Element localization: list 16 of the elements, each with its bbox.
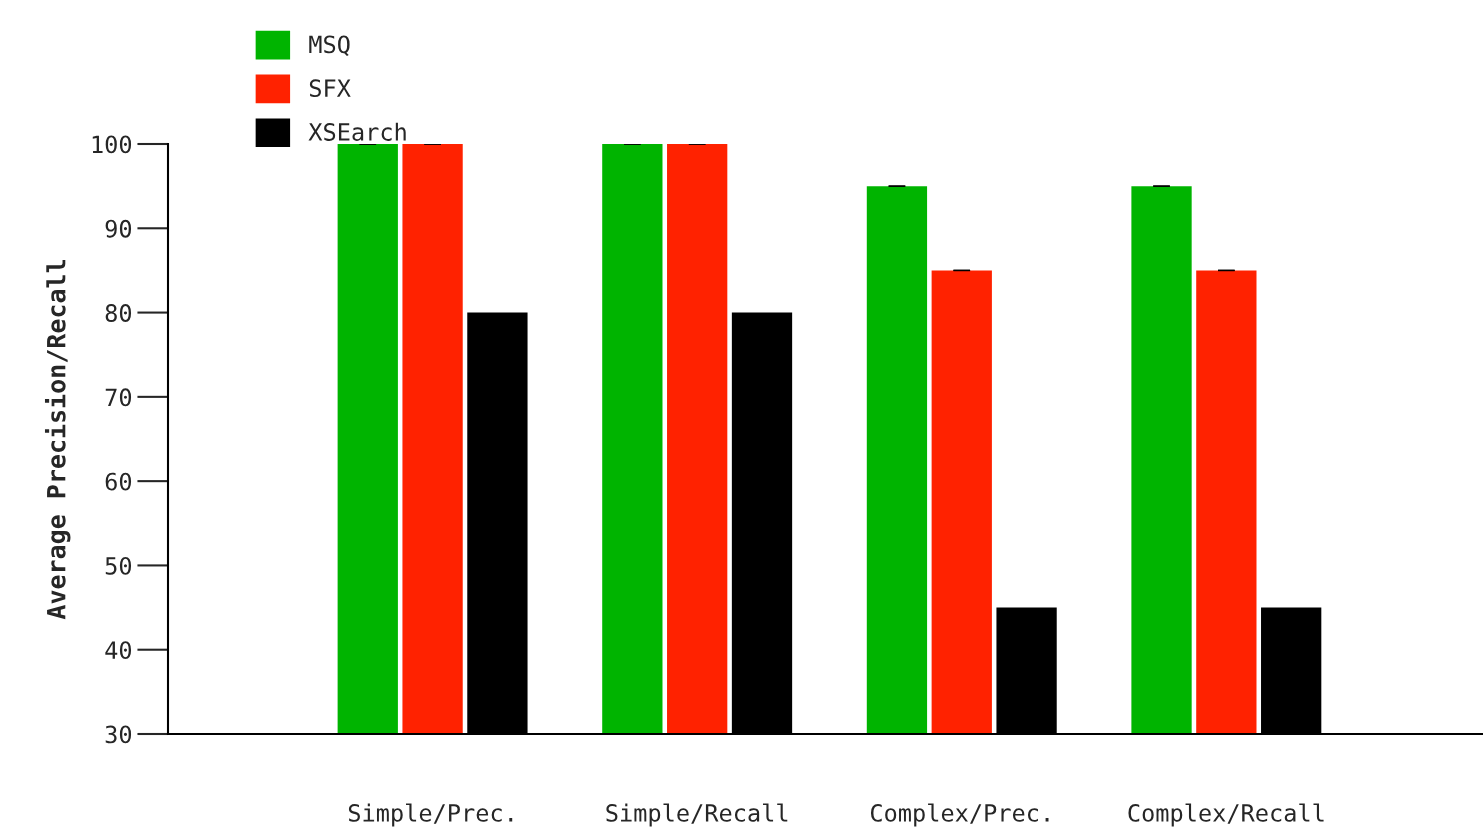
y-tick-label: 30 bbox=[105, 725, 132, 744]
y-tick-label: 70 bbox=[105, 388, 132, 407]
y-tick-label: 90 bbox=[105, 219, 132, 238]
y-tick-label: 50 bbox=[105, 556, 132, 575]
y-tick-label: 100 bbox=[92, 135, 132, 154]
x-tick-label: Complex/Recall bbox=[1128, 803, 1324, 827]
y-tick-label: 60 bbox=[105, 472, 132, 491]
y-tick-label: 40 bbox=[105, 641, 132, 660]
y-axis-title: Average Precision/Recall bbox=[44, 260, 71, 620]
legend-label: XSEarch bbox=[308, 122, 406, 141]
legend-label: SFX bbox=[309, 79, 351, 98]
x-tick-label: Simple/Recall bbox=[606, 803, 788, 827]
legend-label: MSQ bbox=[309, 35, 350, 57]
x-tick-label: Complex/Prec. bbox=[870, 803, 1049, 827]
y-tick-label: 80 bbox=[105, 304, 132, 322]
x-tick-label: Simple/Prec. bbox=[348, 803, 513, 827]
